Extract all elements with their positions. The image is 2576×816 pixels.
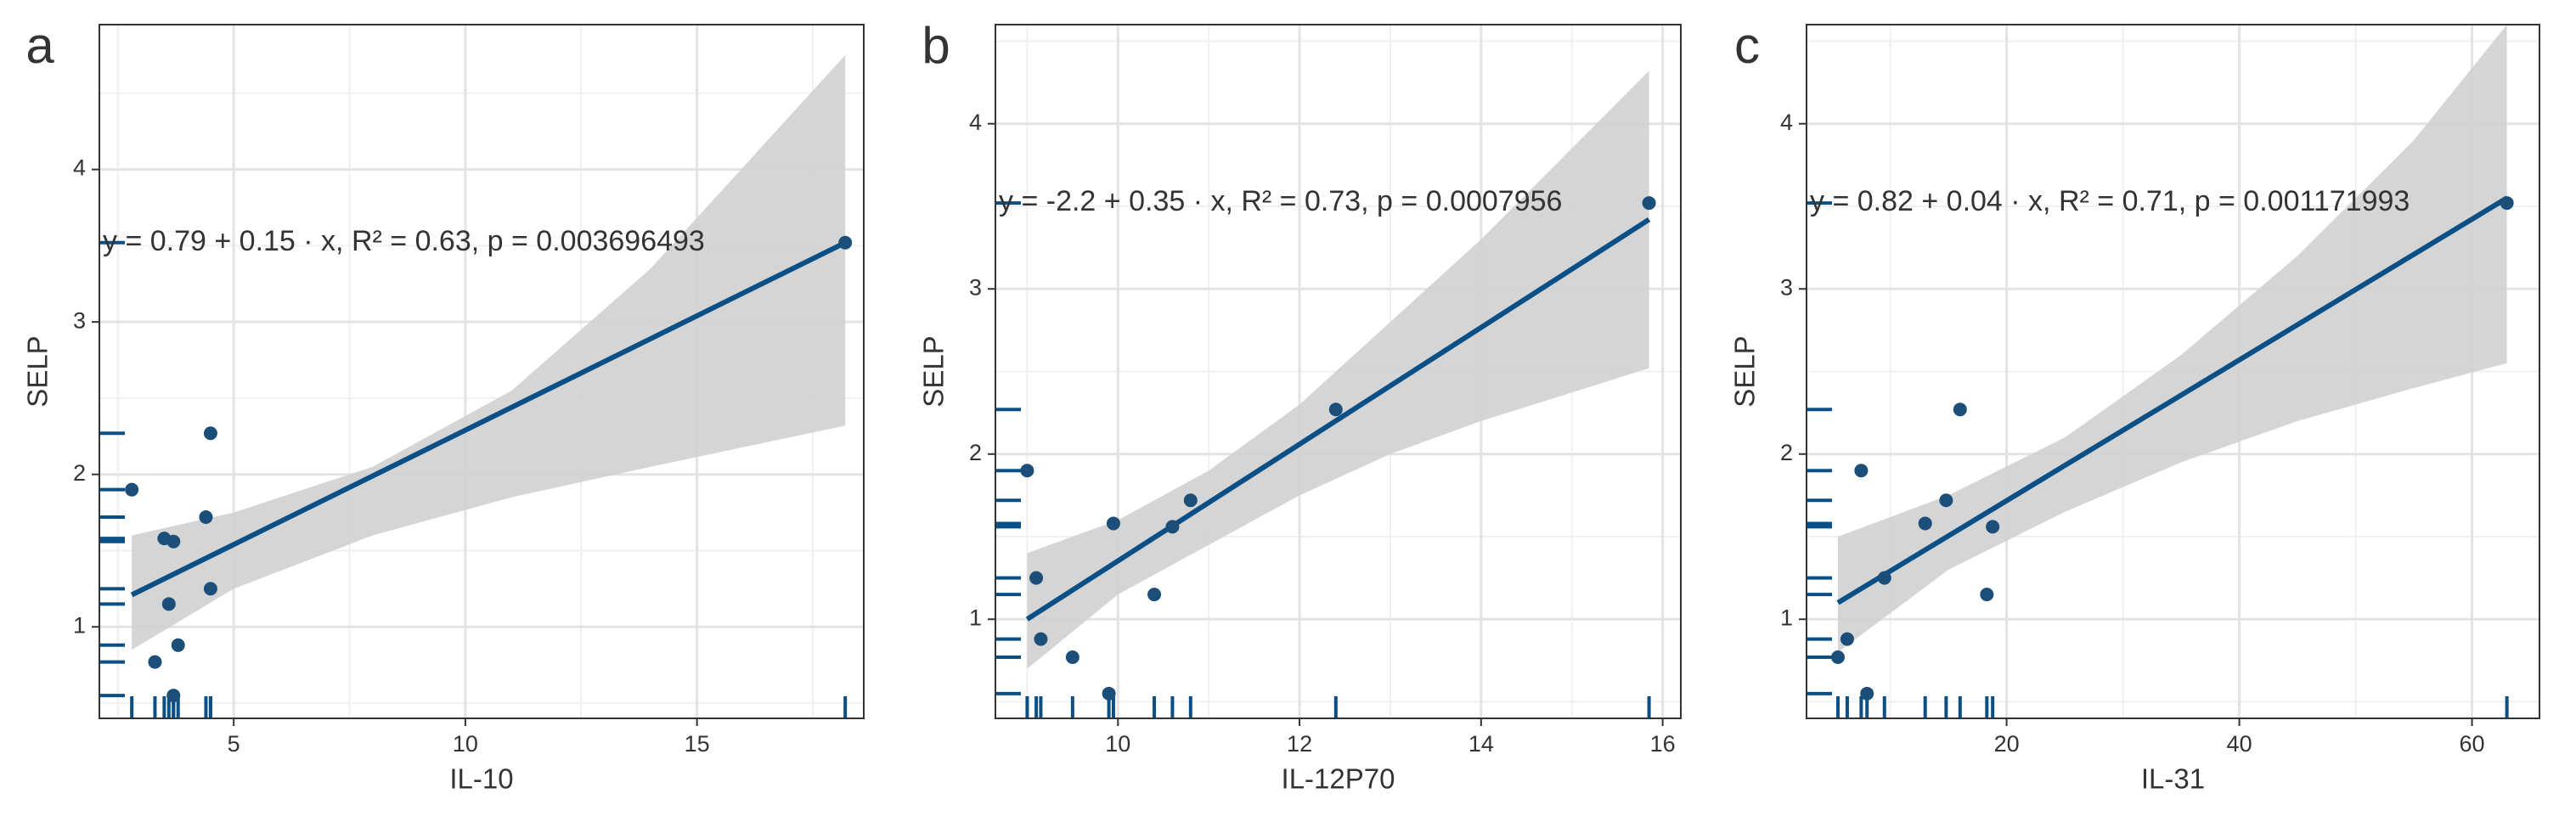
x-tick-label: 20 <box>1994 731 2020 757</box>
point <box>1980 588 1994 602</box>
point <box>1029 571 1044 585</box>
confidence-band <box>1027 70 1649 669</box>
x-tick-label: 10 <box>1105 731 1130 757</box>
point <box>1034 632 1048 646</box>
confidence-band <box>1837 25 2507 653</box>
x-axis-label: IL-10 <box>449 763 513 795</box>
y-axis-label: SELP <box>1729 335 1761 407</box>
point <box>125 482 139 497</box>
annotation: y = 0.82 + 0.04 · x, R² = 0.71, p = 0.00… <box>1810 185 2410 217</box>
x-axis-label: IL-12P70 <box>1282 763 1395 795</box>
point <box>1854 464 1869 478</box>
fit-line <box>1836 195 2509 605</box>
panel: 20 40 60 1 2 3 4 y = 0.82 + 0.04 · x, R² = 0.71… <box>1729 17 2540 795</box>
x-tick-label: 5 <box>228 731 240 757</box>
plot-border <box>1806 24 2540 719</box>
point <box>1020 464 1034 478</box>
point <box>1986 520 2000 534</box>
point <box>1939 493 1953 508</box>
y-tick-label: 3 <box>1780 274 1793 300</box>
y-tick-label: 1 <box>969 605 982 630</box>
point <box>1165 520 1180 534</box>
y-tick-label: 1 <box>73 612 86 638</box>
point <box>1642 196 1656 211</box>
y-tick-label: 2 <box>1780 440 1793 465</box>
panel-label: b <box>922 17 950 74</box>
point <box>1877 571 1891 585</box>
panel-label: a <box>25 17 54 74</box>
x-axis-label: IL-31 <box>2141 763 2205 795</box>
point <box>1065 650 1079 665</box>
x-tick-label: 14 <box>1468 731 1494 757</box>
x-tick-label: 12 <box>1287 731 1312 757</box>
point <box>166 689 181 703</box>
x-tick-label: 15 <box>685 731 710 757</box>
y-tick-label: 4 <box>969 110 982 135</box>
point <box>1102 686 1116 701</box>
fit-line <box>1025 217 1651 622</box>
point <box>1183 493 1198 508</box>
point <box>1918 516 1932 531</box>
point <box>148 655 162 669</box>
annotation: y = 0.79 + 0.15 · x, R² = 0.63, p = 0.00… <box>103 225 705 257</box>
point <box>166 534 181 549</box>
panel-label: c <box>1734 17 1760 74</box>
point <box>1953 402 1967 417</box>
y-tick-label: 2 <box>969 440 982 465</box>
plot-border <box>995 24 1682 719</box>
confidence-band <box>132 54 846 650</box>
point <box>203 426 217 441</box>
point <box>1147 588 1162 602</box>
y-tick-label: 2 <box>73 460 86 486</box>
x-tick-label: 40 <box>2227 731 2252 757</box>
panel: 5 10 15 1 2 3 4 y = 0.79 + 0.15 · x, R² = 0.63,… <box>22 17 865 795</box>
y-axis-label: SELP <box>22 335 54 407</box>
point <box>1860 686 1874 701</box>
y-tick-label: 4 <box>1780 110 1793 135</box>
y-tick-label: 3 <box>73 307 86 333</box>
point <box>838 235 853 250</box>
point <box>2500 196 2514 211</box>
y-tick-label: 3 <box>969 274 982 300</box>
x-tick-label: 60 <box>2460 731 2485 757</box>
point <box>203 582 217 596</box>
y-axis-label: SELP <box>918 335 950 407</box>
point <box>1328 402 1343 417</box>
point <box>199 509 213 524</box>
point <box>1830 650 1845 665</box>
y-tick-label: 1 <box>1780 605 1793 630</box>
plot-border <box>99 24 865 719</box>
point <box>1840 632 1854 646</box>
y-tick-label: 4 <box>73 155 86 181</box>
annotation: y = -2.2 + 0.35 · x, R² = 0.73, p = 0.00… <box>999 185 1562 217</box>
fit-line <box>130 240 847 598</box>
x-tick-label: 16 <box>1650 731 1676 757</box>
point <box>161 597 176 611</box>
point <box>1106 516 1120 531</box>
point <box>171 638 185 652</box>
x-tick-label: 10 <box>453 731 478 757</box>
